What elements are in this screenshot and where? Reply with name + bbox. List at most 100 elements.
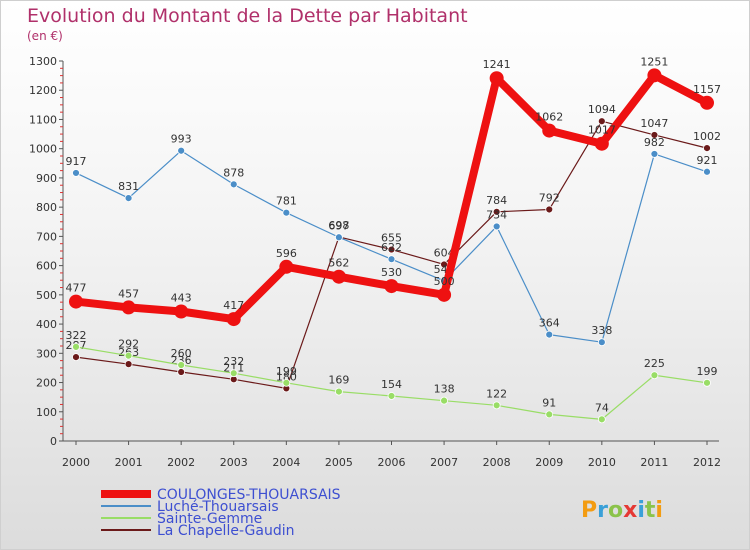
y-tick-label: 500	[36, 289, 57, 302]
data-label: 91	[542, 396, 556, 409]
data-label: 784	[486, 194, 507, 207]
data-point	[492, 222, 501, 231]
data-point	[177, 368, 186, 376]
data-label: 1017	[588, 124, 616, 137]
data-point	[437, 287, 452, 302]
x-tick-label: 2011	[640, 456, 668, 469]
data-label: 698	[328, 219, 349, 232]
data-label: 477	[66, 282, 87, 295]
data-point	[384, 279, 399, 294]
x-tick-label: 2006	[378, 456, 406, 469]
y-tick-label: 700	[36, 230, 57, 243]
data-label: 417	[223, 299, 244, 312]
data-label: 1094	[588, 103, 616, 116]
data-label: 180	[276, 370, 297, 383]
data-point	[124, 360, 133, 369]
data-label: 1047	[640, 117, 668, 130]
data-label: 993	[171, 133, 192, 146]
y-tick-label: 400	[36, 318, 57, 331]
data-point	[177, 146, 186, 155]
data-label: 338	[591, 324, 612, 337]
data-label: 260	[171, 347, 192, 360]
data-point	[650, 371, 659, 380]
x-tick-label: 2007	[430, 456, 458, 469]
data-label: 457	[118, 287, 139, 300]
data-label: 1157	[693, 83, 721, 96]
data-label: 292	[118, 338, 139, 351]
data-point	[650, 150, 659, 158]
data-point	[331, 269, 346, 284]
legend-label: Luché-Thouarsais	[157, 499, 279, 515]
data-point	[282, 208, 291, 217]
y-tick-label: 100	[36, 406, 57, 419]
data-point	[597, 338, 606, 347]
x-tick-label: 2009	[535, 456, 563, 469]
data-point	[69, 294, 83, 309]
x-tick-label: 2001	[115, 456, 143, 469]
y-tick-label: 600	[36, 260, 57, 273]
data-point	[545, 205, 554, 214]
x-tick-label: 2004	[272, 456, 300, 469]
data-point	[72, 342, 80, 351]
data-label: 781	[276, 195, 297, 208]
data-label: 199	[697, 365, 718, 378]
y-tick-label: 1200	[29, 84, 57, 97]
data-point	[545, 410, 554, 419]
data-point	[703, 144, 711, 153]
x-tick-label: 2010	[588, 456, 616, 469]
chart-subtitle: (en €)	[27, 29, 63, 43]
data-label: 878	[223, 166, 244, 179]
data-label: 1062	[535, 111, 563, 124]
chart-title: Evolution du Montant de la Dette par Hab…	[27, 5, 468, 27]
data-label: 530	[381, 266, 402, 279]
data-point	[124, 351, 133, 360]
x-tick-label: 2003	[220, 456, 248, 469]
legend-label: La Chapelle-Gaudin	[157, 523, 294, 539]
data-point	[229, 180, 238, 189]
data-label: 655	[381, 232, 402, 245]
y-tick-label: 200	[36, 377, 57, 390]
data-point	[121, 300, 136, 315]
y-tick-label: 1000	[29, 143, 57, 156]
data-point	[597, 415, 606, 424]
data-label: 831	[118, 180, 139, 193]
y-tick-label: 0	[50, 435, 57, 448]
data-label: 199	[276, 365, 297, 378]
data-label: 154	[381, 378, 402, 391]
data-point	[387, 392, 396, 400]
data-point	[700, 95, 714, 110]
data-point	[650, 131, 659, 139]
legend-label: Sainte-Gemme	[157, 511, 262, 527]
data-label: 500	[434, 275, 455, 288]
data-point	[489, 71, 504, 86]
data-label: 169	[328, 374, 349, 387]
data-point	[279, 259, 294, 274]
data-point	[492, 401, 501, 410]
data-label: 232	[223, 355, 244, 368]
data-label: 596	[276, 247, 297, 260]
data-label: 225	[644, 357, 665, 370]
data-label: 364	[539, 317, 560, 330]
data-label: 211	[223, 361, 244, 374]
x-tick-label: 2008	[483, 456, 511, 469]
data-label: 74	[595, 401, 609, 414]
data-label: 322	[66, 329, 87, 342]
data-label: 734	[486, 208, 507, 221]
y-tick-label: 1300	[29, 55, 57, 68]
data-point	[282, 378, 291, 387]
data-label: 622	[381, 241, 402, 254]
data-label: 921	[697, 154, 718, 167]
y-tick-label: 1100	[29, 113, 57, 126]
data-point	[597, 117, 606, 126]
data-label: 138	[434, 383, 455, 396]
proxiti-logo: Proxiti	[581, 498, 663, 523]
data-point	[229, 369, 238, 378]
data-point	[72, 353, 80, 362]
data-label: 122	[486, 387, 507, 400]
legend-label: COULONGES-THOUARSAIS	[157, 487, 341, 503]
x-tick-label: 2012	[693, 456, 721, 469]
x-tick-label: 2000	[62, 456, 90, 469]
x-tick-label: 2002	[167, 456, 195, 469]
